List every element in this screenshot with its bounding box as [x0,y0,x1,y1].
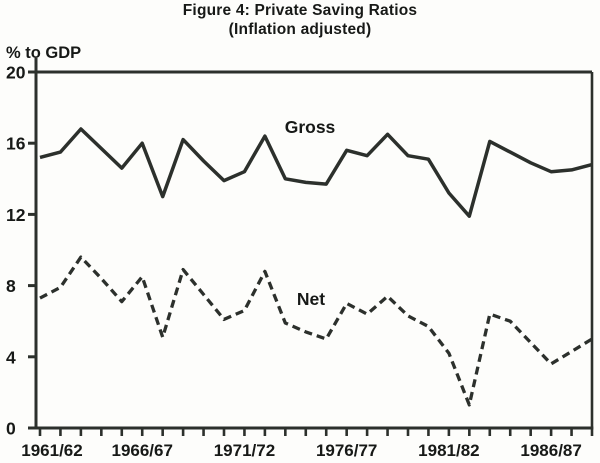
y-tick-label: 0 [6,419,16,439]
y-tick-label: 16 [6,134,26,154]
x-tick-label: 1976/77 [316,441,377,460]
figure-title-block: Figure 4: Private Saving Ratios (Inflati… [0,2,600,40]
figure-subtitle: (Inflation adjusted) [228,20,372,38]
x-tick-label: 1961/62 [21,441,82,460]
y-tick-label: 12 [6,205,26,225]
y-tick-label: 8 [6,276,16,296]
x-tick-label: 1981/82 [418,441,479,460]
net-line [39,255,593,407]
series-label-net: Net [297,289,325,309]
x-tick-label: 1966/67 [111,441,172,460]
figure-title: Figure 4: Private Saving Ratios [182,2,418,19]
x-tick-label: 1971/72 [214,441,275,460]
y-tick-label: 20 [6,63,26,83]
y-axis-unit-label: % to GDP [6,44,82,62]
series-label-gross: Gross [285,117,336,137]
x-tick-label: 1986/87 [520,441,581,460]
y-tick-label: 4 [6,347,16,367]
gross-line [39,127,593,218]
